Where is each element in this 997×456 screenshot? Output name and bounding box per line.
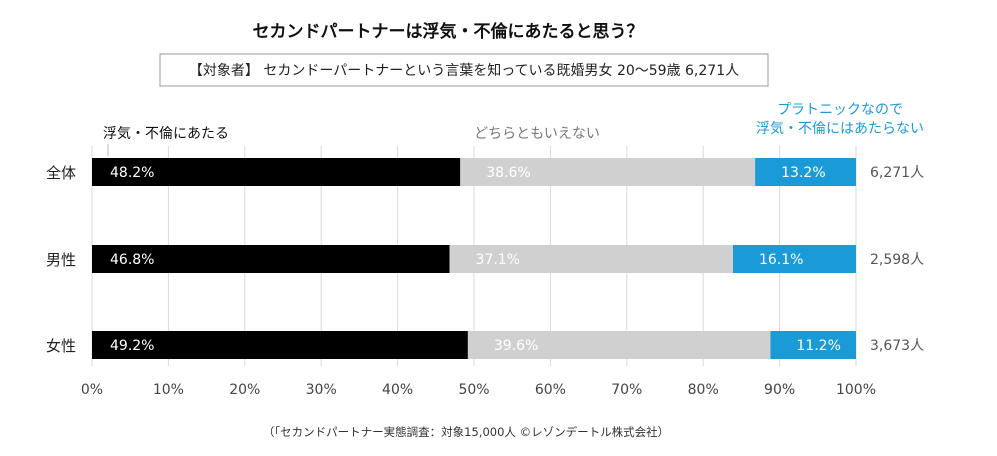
category-label: 女性 <box>46 337 76 355</box>
category-label: 男性 <box>46 251 76 269</box>
bar-value-label: 16.1% <box>759 252 803 268</box>
legend-label: 浮気・不倫にあたる <box>103 126 229 142</box>
bars <box>92 158 856 359</box>
x-tick-label: 30% <box>306 382 337 398</box>
x-tick-label: 60% <box>535 382 566 398</box>
x-tick-label: 20% <box>229 382 260 398</box>
x-tick-label: 90% <box>764 382 795 398</box>
bar-segment <box>770 331 856 359</box>
count-labels: 6,271人 2,598人 3,673人 <box>870 165 924 354</box>
legend-label-line: どちらともいえない <box>474 126 600 142</box>
bar-segment <box>460 158 756 186</box>
legend-label-line: 浮気・不倫にあたる <box>103 126 229 142</box>
bar-value-label: 39.6% <box>494 338 538 354</box>
bar-value-label: 11.2% <box>796 338 840 354</box>
subtitle-box <box>159 53 769 87</box>
legend-label: どちらともいえない <box>474 126 600 142</box>
legend: 浮気・不倫にあたる どちらともいえない プラトニックなので浮気・不倫にはあたらない <box>103 102 924 156</box>
x-tick-label: 10% <box>153 382 184 398</box>
x-axis-ticks: 0% 10% 20% 30% 40% 50% 60% 70% 80% 90% 100% <box>81 382 876 398</box>
bar-value-label: 48.2% <box>110 165 154 181</box>
legend-label: プラトニックなので浮気・不倫にはあたらない <box>756 102 924 137</box>
respondent-count: 3,673人 <box>870 338 924 354</box>
source-note: （「セカンドパートナー実態調査：対象15,000人 ©レゾンデートル株式会社） <box>263 425 669 439</box>
bar-value-label: 38.6% <box>486 165 530 181</box>
x-tick-label: 70% <box>611 382 642 398</box>
bar-segment <box>449 245 733 273</box>
x-tick-label: 40% <box>382 382 413 398</box>
bar-segment <box>92 158 461 186</box>
respondent-count: 2,598人 <box>870 252 924 268</box>
bar-segment <box>755 158 856 186</box>
bar-segment <box>732 245 856 273</box>
bar-value-label: 13.2% <box>781 165 825 181</box>
data-labels: 48.2% 38.6% 13.2% 46.8% 37.1% 16.1% 49.2% 39.6%… <box>110 165 841 354</box>
x-tick-label: 100% <box>836 382 876 398</box>
legend-label-line: プラトニックなので <box>777 102 903 118</box>
legend-label-line: 浮気・不倫にはあたらない <box>756 121 924 137</box>
bar-segment <box>92 331 468 359</box>
bar-value-label: 49.2% <box>110 338 154 354</box>
bar-segment <box>467 331 771 359</box>
chart-subtitle: 【対象者】 セカンドーパートナーという言葉を知っている既婚男女 20～59歳 6… <box>189 62 739 79</box>
bar-segment <box>92 245 450 273</box>
respondent-count: 6,271人 <box>870 165 924 181</box>
bar-value-label: 46.8% <box>110 252 154 268</box>
x-tick-label: 80% <box>688 382 719 398</box>
chart-title: セカンドパートナーは浮気・不倫にあたると思う？ <box>253 21 644 42</box>
category-label: 全体 <box>46 164 76 182</box>
bar-value-label: 37.1% <box>476 252 520 268</box>
x-tick-label: 50% <box>458 382 489 398</box>
x-tick-label: 0% <box>81 382 103 398</box>
